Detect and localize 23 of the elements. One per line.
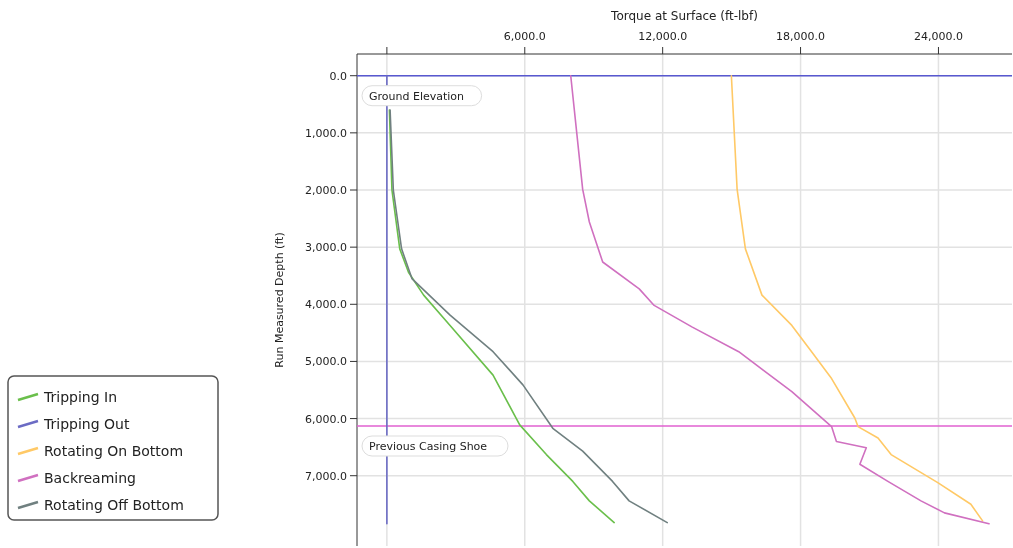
x-axis-title: Torque at Surface (ft-lbf): [610, 9, 758, 23]
y-tick-label: 7,000.0: [305, 469, 347, 483]
legend-label: Tripping Out: [43, 416, 130, 432]
ref-line-label: Ground Elevation: [369, 89, 465, 103]
legend-label: Rotating On Bottom: [44, 443, 184, 459]
y-axis-title: Run Measured Depth (ft): [273, 232, 286, 368]
y-tick-label: 6,000.0: [305, 412, 347, 426]
legend-label: Backreaming: [44, 470, 136, 486]
legend-label: Rotating Off Bottom: [44, 497, 184, 513]
y-tick-label: 4,000.0: [305, 298, 347, 312]
x-tick-label: 18,000.0: [776, 30, 826, 43]
y-tick-label: 5,000.0: [305, 355, 347, 369]
y-tick-label: 1,000.0: [305, 126, 347, 140]
line-series: [569, 74, 990, 525]
y-tick-label: 3,000.0: [305, 241, 347, 255]
y-tick-label: 2,000.0: [305, 184, 347, 197]
x-tick-label: 12,000.0: [638, 30, 688, 43]
y-tick-label: 0.0: [329, 69, 347, 83]
legend-label: Tripping In: [43, 389, 118, 405]
x-tick-label: 6,000.0: [503, 30, 546, 43]
line-series: [730, 74, 984, 522]
ref-line-label: Previous Casing Shoe: [369, 440, 488, 453]
x-tick-label: 24,000.0: [913, 30, 963, 43]
